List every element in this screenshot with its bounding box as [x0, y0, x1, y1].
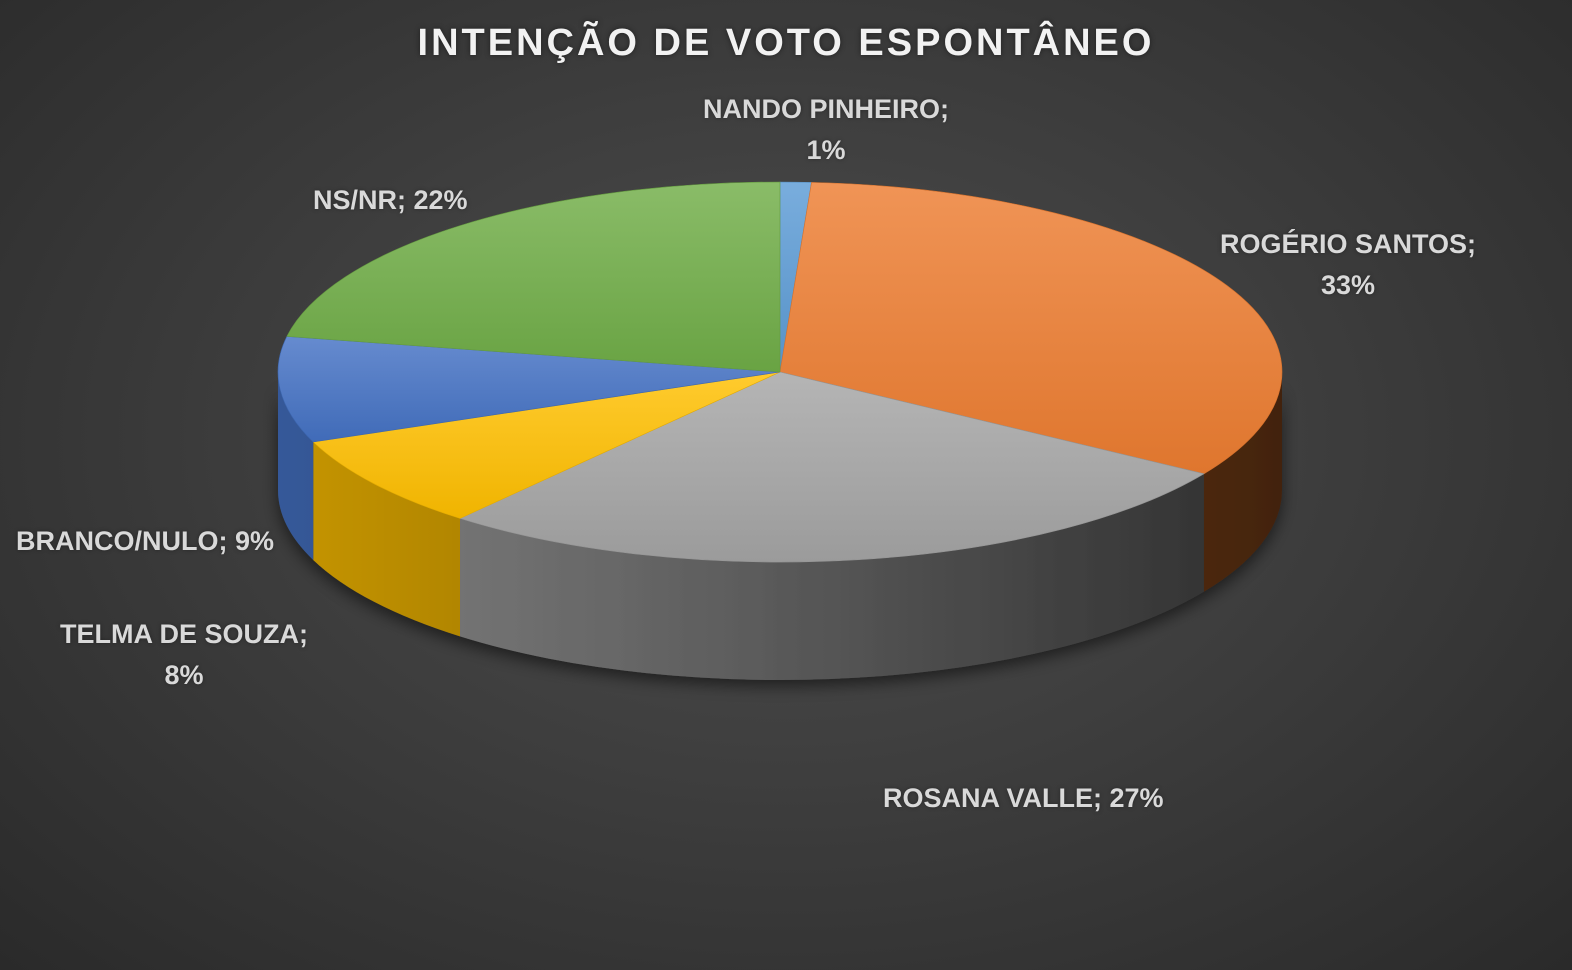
slice-label-line: 1% [806, 135, 846, 165]
pie-side-rosana [460, 473, 1204, 681]
slice-label-line: ROGÉRIO SANTOS; [1220, 229, 1477, 259]
pie-side-telma [313, 441, 461, 637]
pie-slice-rogerio [779, 182, 1283, 475]
pie-slice-branco [277, 336, 781, 443]
slice-label-rogerio-santos: ROGÉRIO SANTOS; 33% [1220, 224, 1476, 306]
pie-slice-rosana [459, 371, 1205, 563]
slice-label-nando-pinheiro: NANDO PINHEIRO; 1% [703, 89, 949, 171]
slice-label-branco-nulo: BRANCO/NULO; 9% [16, 521, 274, 562]
chart-title: INTENÇÃO DE VOTO ESPONTÂNEO [417, 22, 1155, 64]
slice-label-line: NS/NR; 22% [313, 185, 468, 215]
pie-side-rogerio [1203, 372, 1282, 592]
pie-tops [277, 181, 1283, 563]
pie-slice-nsnr [286, 181, 781, 373]
pie-slice-telma [312, 371, 781, 519]
slice-label-line: 8% [164, 660, 204, 690]
pie-side-branco [278, 372, 314, 560]
slice-label-line: BRANCO/NULO; 9% [16, 526, 275, 556]
slice-label-rosana-valle: ROSANA VALLE; 27% [883, 778, 1164, 819]
slice-label-line: TELMA DE SOUZA; [60, 619, 308, 649]
slice-label-line: 33% [1320, 270, 1376, 300]
slice-label-line: NANDO PINHEIRO; [703, 94, 950, 124]
slice-label-line: ROSANA VALLE; 27% [883, 783, 1164, 813]
pie-sides [278, 372, 1282, 681]
slice-label-ns-nr: NS/NR; 22% [313, 180, 468, 221]
slice-label-telma-de-souza: TELMA DE SOUZA; 8% [60, 614, 308, 696]
